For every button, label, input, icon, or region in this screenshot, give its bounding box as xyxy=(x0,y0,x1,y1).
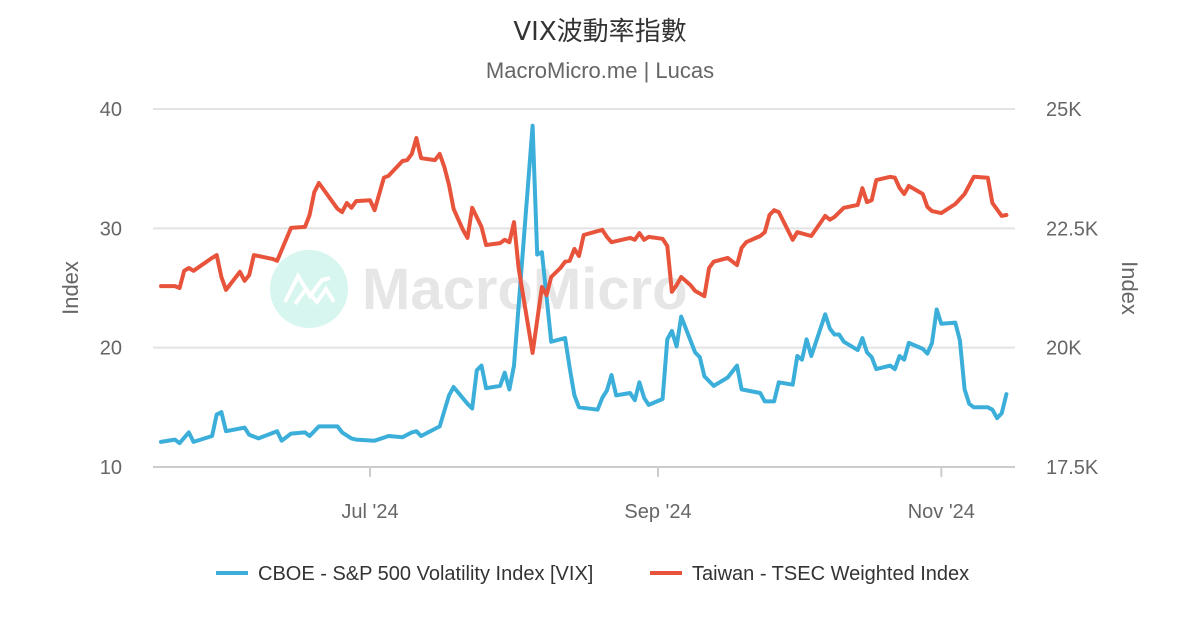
series-line-tsec[interactable] xyxy=(159,136,1009,355)
legend-item-vix[interactable]: CBOE - S&P 500 Volatility Index [VIX] xyxy=(216,563,593,585)
y-axis-right: 17.5K 20K 22.5K 25K xyxy=(1046,99,1099,479)
legend-label-vix: CBOE - S&P 500 Volatility Index [VIX] xyxy=(258,563,593,585)
y-right-tick-label: 20K xyxy=(1046,338,1082,360)
x-tick-label: Sep '24 xyxy=(624,501,691,523)
y-right-tick-label: 22.5K xyxy=(1046,218,1099,240)
watermark-logo-icon xyxy=(270,250,348,328)
series-line-vix[interactable] xyxy=(159,123,1009,446)
y-left-tick-label: 40 xyxy=(100,99,122,121)
x-tick-label: Nov '24 xyxy=(908,501,975,523)
y-right-tick-label: 17.5K xyxy=(1046,457,1099,479)
y-axis-left-label: Index xyxy=(58,261,83,315)
watermark: MacroMicro xyxy=(270,250,688,328)
y-left-tick-label: 20 xyxy=(100,338,122,360)
x-axis: Jul '24 Sep '24 Nov '24 xyxy=(341,467,975,523)
y-axis-right-label: Index xyxy=(1117,261,1142,315)
y-left-tick-label: 10 xyxy=(100,457,122,479)
legend-item-tsec[interactable]: Taiwan - TSEC Weighted Index xyxy=(650,563,969,585)
y-axis-left: 10 20 30 40 xyxy=(100,99,122,479)
legend-label-tsec: Taiwan - TSEC Weighted Index xyxy=(692,563,969,585)
plot-lines xyxy=(159,123,1009,446)
x-tick-label: Jul '24 xyxy=(341,501,398,523)
chart-subtitle: MacroMicro.me | Lucas xyxy=(486,58,714,83)
chart-title: VIX波動率指數 xyxy=(513,17,686,47)
y-right-tick-label: 25K xyxy=(1046,99,1082,121)
y-left-tick-label: 30 xyxy=(100,218,122,240)
legend: CBOE - S&P 500 Volatility Index [VIX] Ta… xyxy=(216,563,969,585)
